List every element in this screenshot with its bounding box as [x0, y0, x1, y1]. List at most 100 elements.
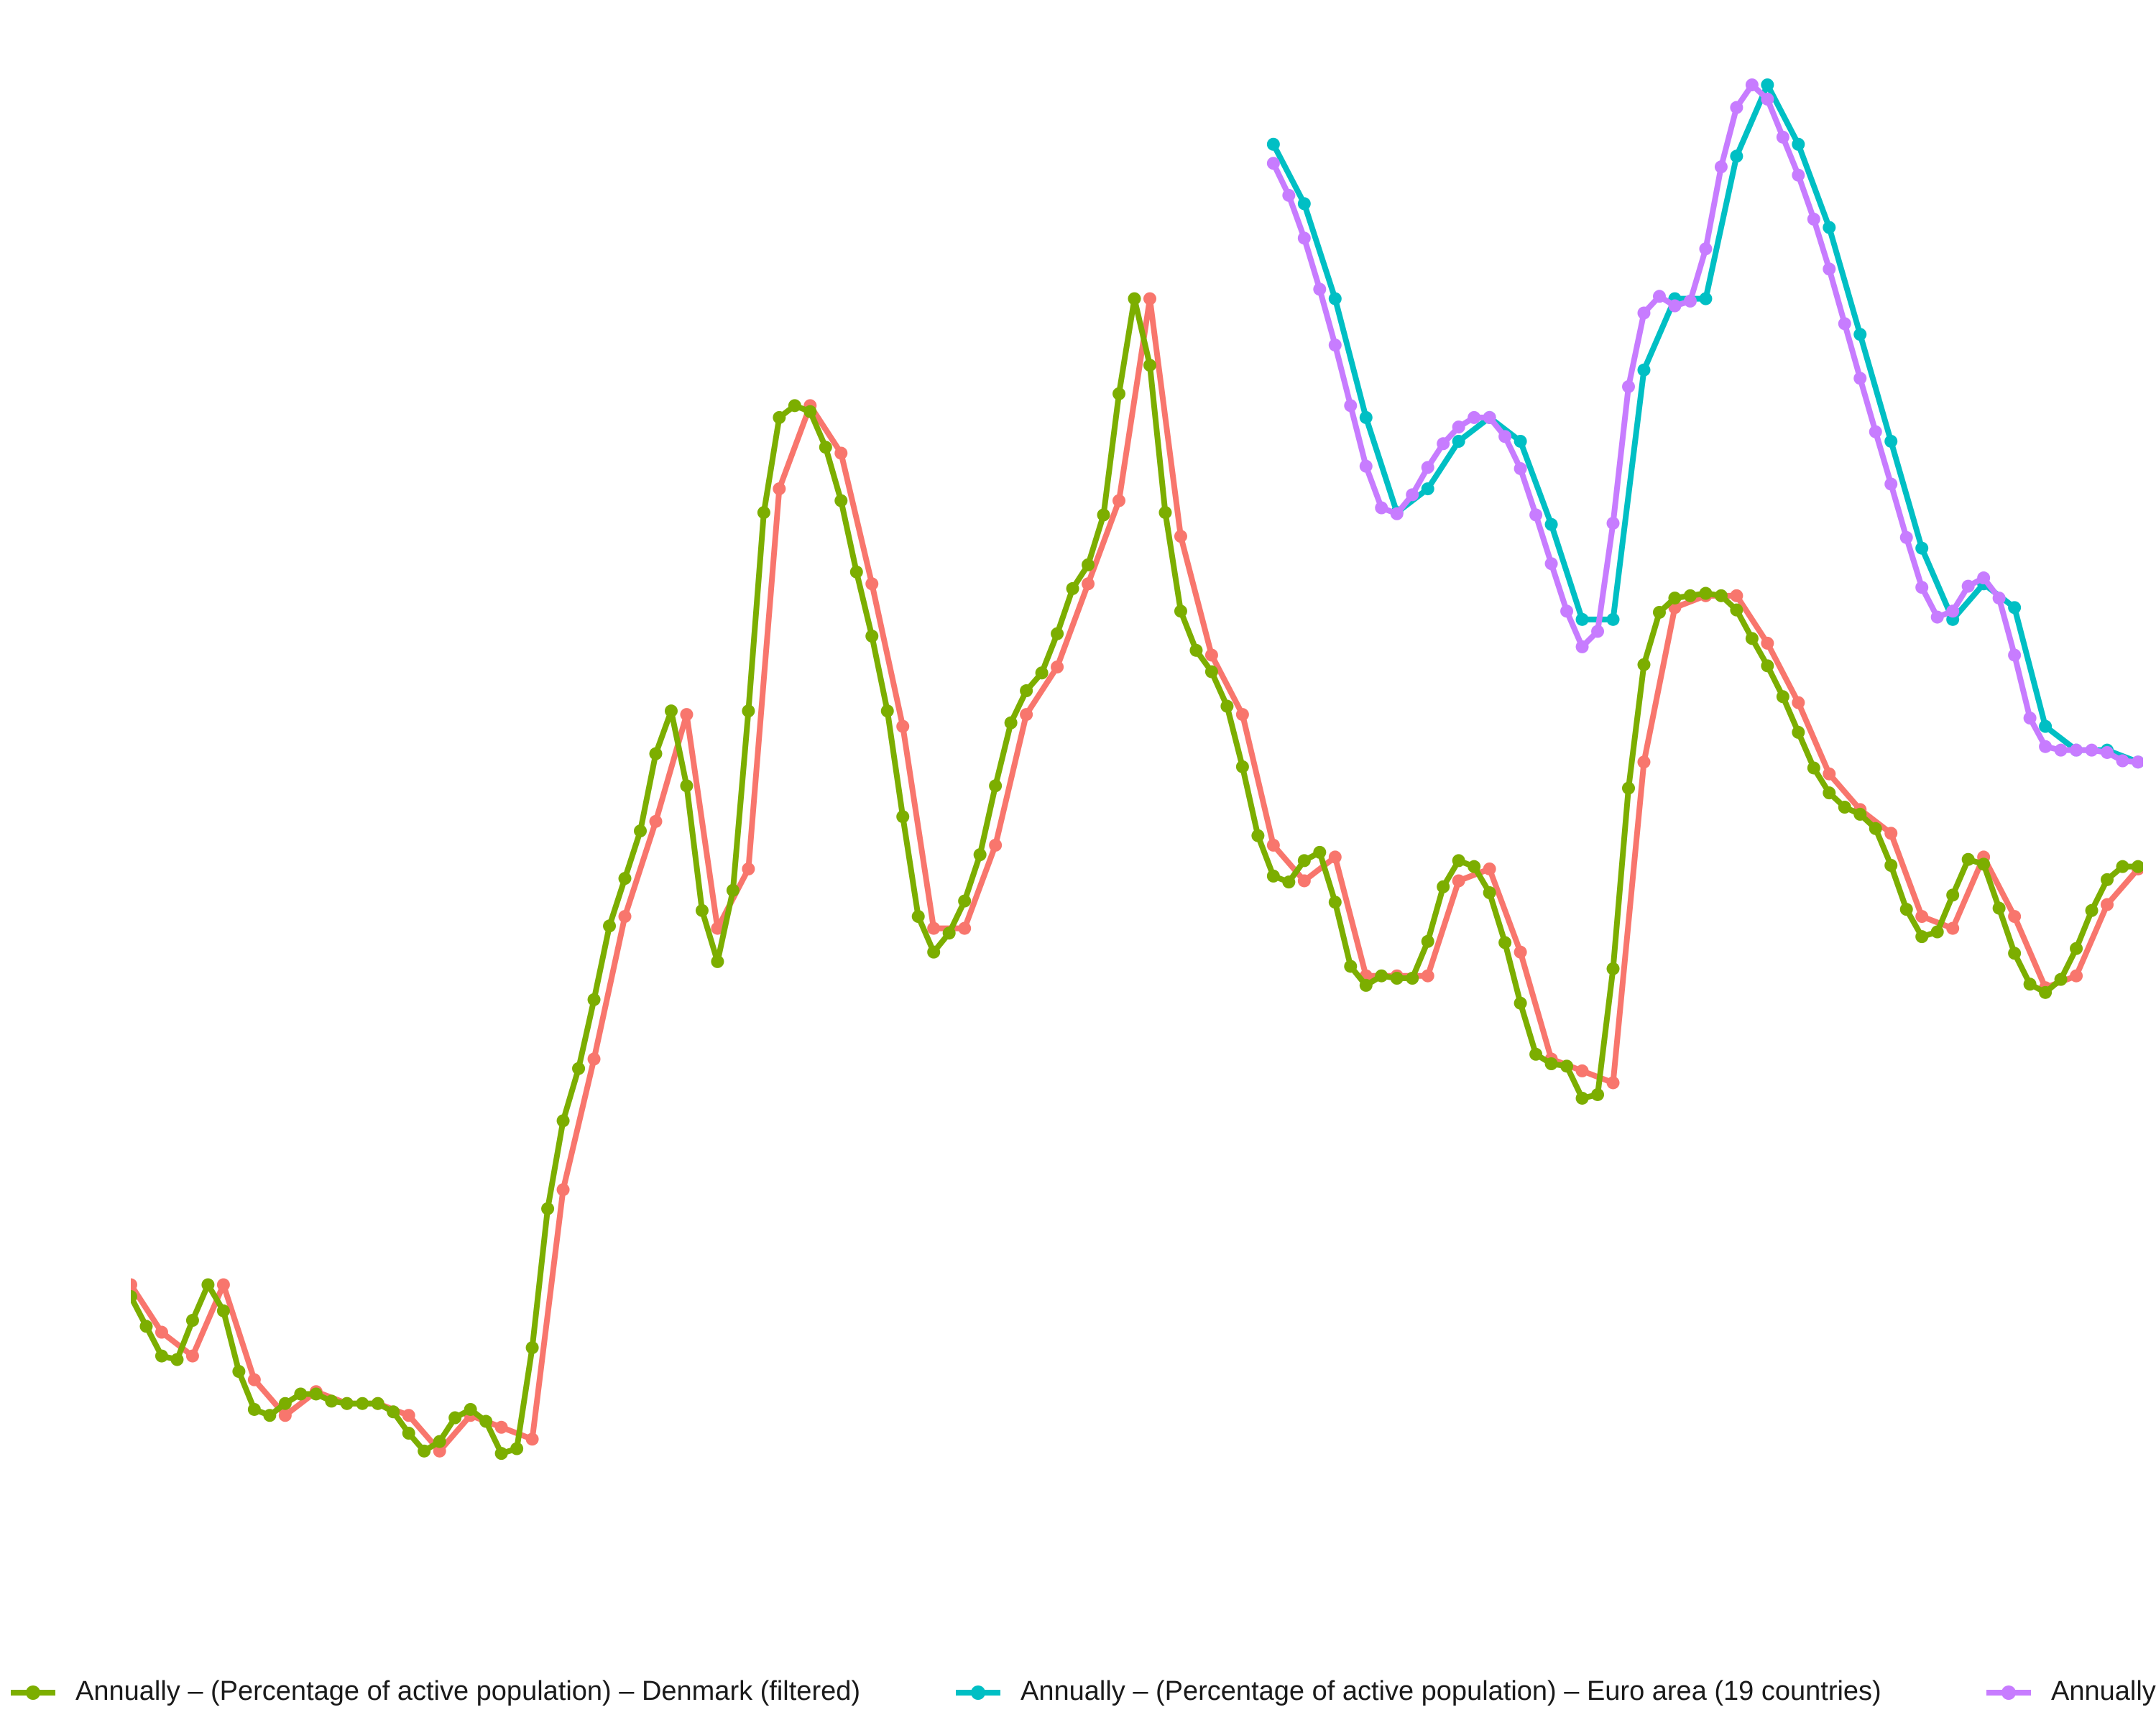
data-point [1421, 461, 1434, 474]
data-point [1220, 699, 1234, 713]
data-point [1869, 425, 1882, 438]
data-point [155, 1349, 168, 1363]
data-point [185, 1314, 199, 1328]
data-point [1637, 658, 1651, 671]
data-point [1961, 579, 1975, 593]
data-point [1004, 716, 1018, 730]
data-point [633, 824, 647, 838]
data-point [1683, 294, 1697, 308]
data-point [587, 1052, 601, 1066]
data-point [711, 921, 724, 935]
data-point [1235, 760, 1249, 773]
data-point [1097, 508, 1110, 522]
data-point [1266, 157, 1280, 170]
data-point [680, 779, 694, 793]
data-point [2070, 942, 2083, 955]
data-point [356, 1397, 369, 1410]
data-point [247, 1373, 261, 1386]
data-point [1437, 880, 1450, 893]
data-point [1761, 659, 1774, 673]
data-point [2101, 873, 2114, 886]
data-point [1406, 972, 1419, 985]
series-line [131, 295, 2138, 1457]
data-point [556, 1114, 570, 1128]
data-point [1622, 781, 1636, 795]
data-point [1622, 380, 1636, 393]
data-point [216, 1278, 230, 1292]
data-point [1606, 516, 1620, 530]
data-point [2054, 972, 2068, 986]
legend-swatch-point [26, 1685, 40, 1700]
data-point [1174, 604, 1187, 618]
data-point [1082, 577, 1095, 591]
data-point [1421, 969, 1434, 983]
legend-swatch-point [971, 1685, 985, 1700]
data-point [1514, 945, 1527, 959]
data-point [1483, 862, 1496, 875]
data-point [1020, 708, 1033, 722]
data-point [1761, 636, 1774, 650]
data-point [1730, 589, 1743, 602]
data-point [464, 1402, 477, 1416]
data-point [1823, 262, 1836, 276]
data-point [1051, 627, 1064, 640]
data-point [1884, 434, 1898, 448]
data-point [1158, 506, 1172, 520]
data-point [1082, 558, 1095, 571]
data-point [1853, 807, 1867, 821]
data-point [1915, 910, 1929, 924]
data-point [1112, 494, 1126, 507]
data-point [1606, 1076, 1620, 1090]
data-point [1992, 592, 2006, 605]
data-point [1606, 612, 1620, 626]
data-point [1930, 610, 1944, 624]
legend-swatch-point [2001, 1685, 2016, 1700]
data-point [1591, 1087, 1605, 1101]
data-point [1884, 859, 1898, 873]
data-point [1035, 666, 1049, 680]
data-point [1792, 696, 1805, 709]
data-point [1714, 160, 1728, 174]
data-point [1575, 1091, 1589, 1105]
data-point [1297, 231, 1311, 245]
data-point [973, 848, 987, 862]
data-point [1313, 845, 1327, 859]
data-point [773, 410, 786, 424]
data-point [1328, 339, 1342, 352]
data-point [603, 919, 617, 933]
data-point [1251, 829, 1265, 842]
data-point [911, 910, 925, 924]
data-point [618, 872, 632, 886]
data-point [2054, 743, 2068, 757]
data-point [1437, 437, 1450, 451]
data-point [1807, 212, 1820, 226]
data-point [2008, 910, 2022, 924]
data-point [1899, 903, 1913, 916]
legend-label: Annually – (Percentage of active populat… [1021, 1676, 1881, 1706]
data-point [1853, 372, 1867, 385]
data-point [1683, 589, 1697, 602]
data-point [1544, 1057, 1558, 1071]
data-point [1143, 359, 1156, 372]
data-point [1112, 387, 1126, 400]
data-point [2101, 745, 2114, 759]
data-point [1575, 612, 1589, 626]
data-point [1297, 197, 1311, 211]
data-point [1452, 434, 1465, 448]
data-point [1020, 684, 1033, 698]
data-point [1282, 875, 1296, 889]
data-point [1946, 888, 1960, 902]
data-point [2039, 740, 2053, 753]
data-point [2008, 601, 2022, 615]
data-point [618, 910, 632, 924]
data-point [402, 1427, 415, 1440]
data-point [1915, 541, 1929, 555]
data-point [958, 894, 972, 908]
data-point [1591, 625, 1605, 638]
data-point [649, 747, 663, 760]
data-point [1899, 530, 1913, 544]
data-point [742, 862, 755, 875]
data-point [1792, 137, 1805, 151]
data-point [1498, 430, 1512, 443]
